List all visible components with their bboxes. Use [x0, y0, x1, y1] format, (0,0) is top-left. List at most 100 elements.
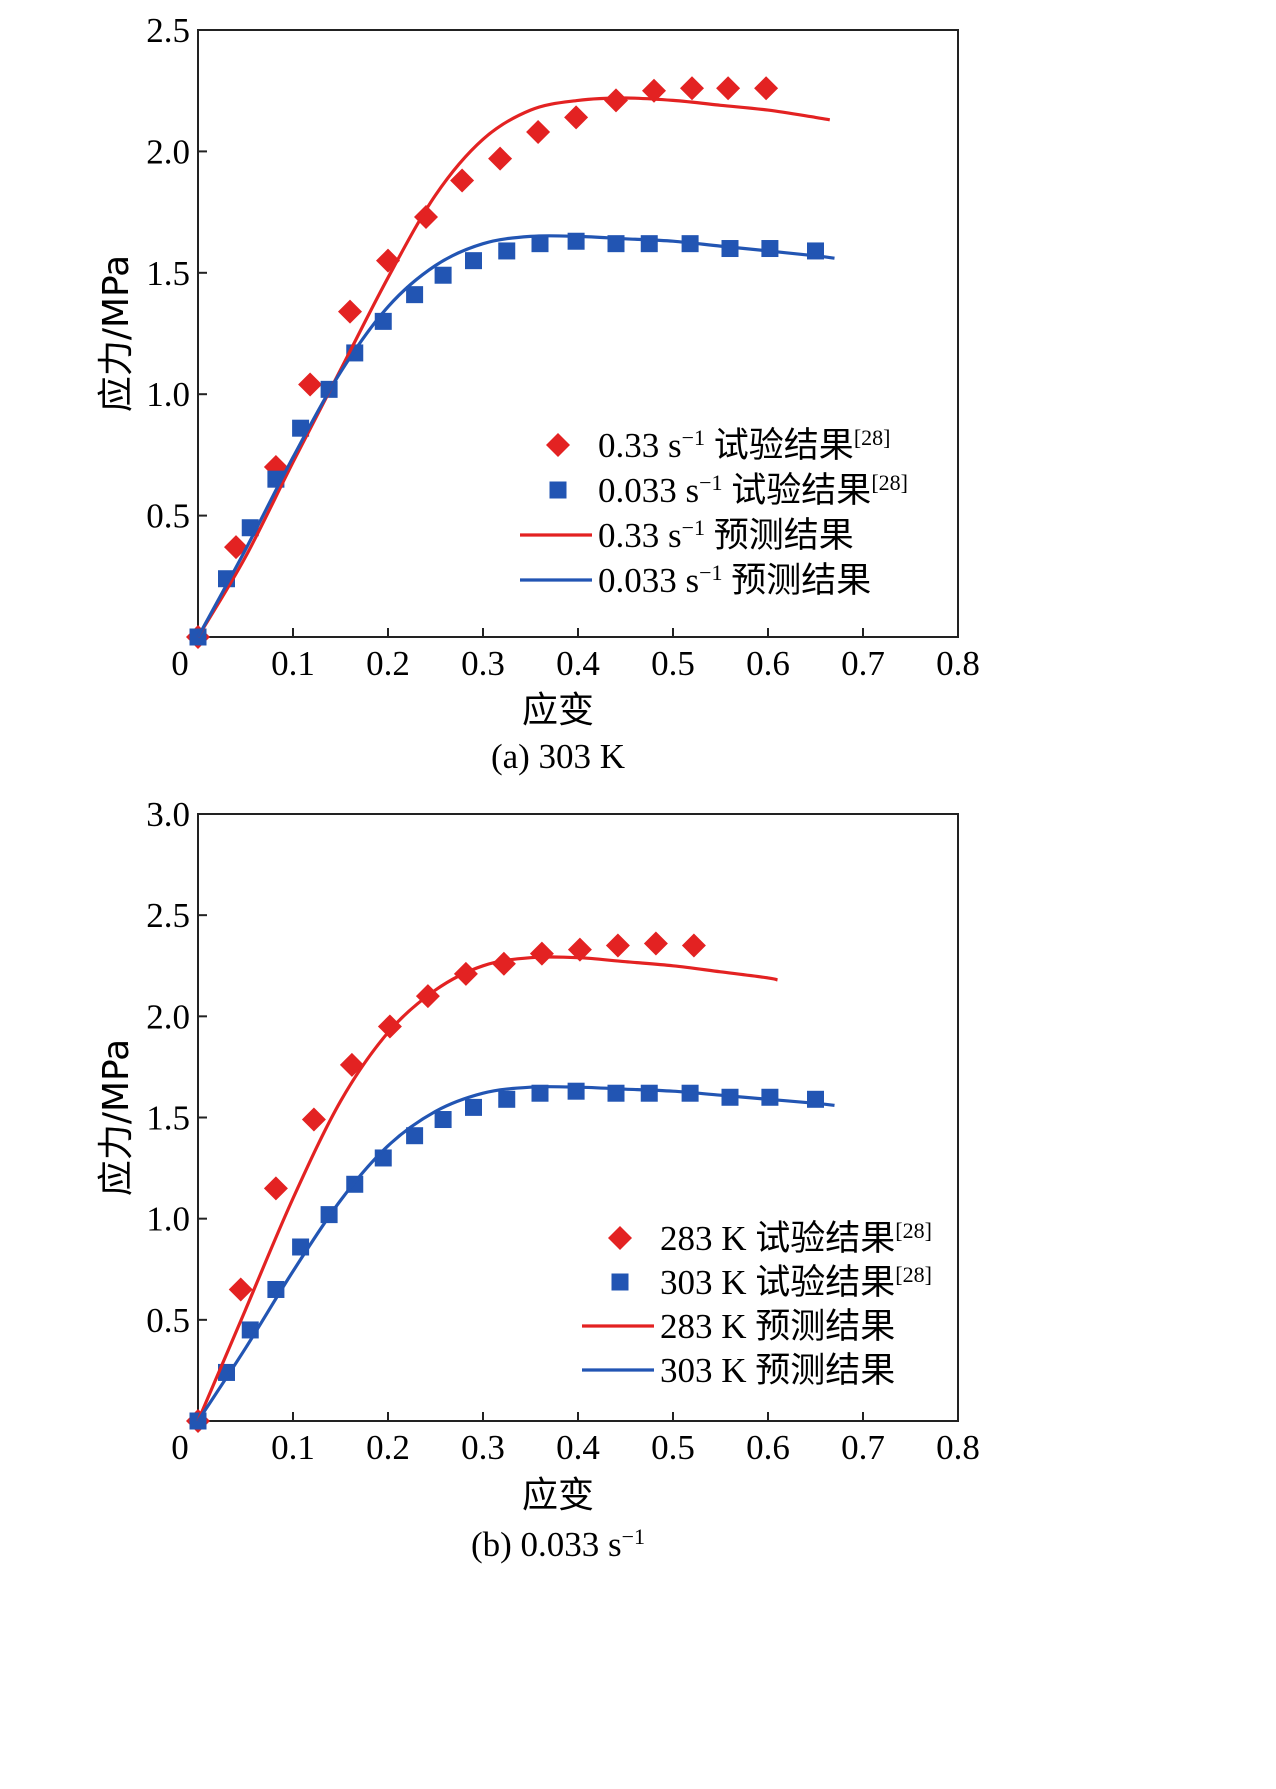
legend-entry-label: 0.033 s−1 试验结果[28] — [598, 470, 908, 510]
data-point-diamond — [564, 105, 589, 130]
legend-entry-label: 283 K 试验结果[28] — [660, 1218, 932, 1258]
data-point-diamond — [301, 1107, 326, 1132]
legend-entry-label: 0.33 s−1 试验结果[28] — [598, 425, 890, 465]
legend-square-swatch — [611, 1273, 629, 1291]
x-tick-label: 0.4 — [556, 1428, 600, 1467]
legend-square-swatch — [549, 481, 567, 499]
data-point-diamond — [529, 941, 554, 966]
x-tick-label: 0.6 — [746, 644, 790, 683]
legend-entry-label: 283 K 预测结果 — [660, 1307, 895, 1346]
x-tick-label: 0.4 — [556, 644, 600, 683]
x-tick-label: 0 — [171, 644, 189, 683]
y-axis-label: 应力/MPa — [96, 1039, 137, 1196]
data-point-diamond — [228, 1277, 253, 1302]
y-tick-label: 2.5 — [146, 11, 190, 50]
legend: 283 K 试验结果[28]303 K 试验结果[28] 283 K 预测结果 30… — [582, 1218, 932, 1390]
x-tick-label: 0.2 — [366, 644, 410, 683]
data-point-square — [640, 235, 658, 253]
series-line — [196, 1085, 835, 1422]
legend-entry-label: 0.33 s−1 预测结果 — [598, 515, 854, 555]
data-point-square — [406, 1127, 424, 1145]
x-tick-label: 0.8 — [936, 1428, 980, 1467]
data-point-square — [640, 1084, 658, 1102]
y-tick-label: 0.5 — [146, 497, 190, 536]
legend-diamond-swatch — [608, 1226, 632, 1250]
data-point-diamond — [680, 76, 704, 101]
legend: 0.33 s−1 试验结果[28] 0.033 s−1 试验结果[28] 0.33 … — [520, 425, 908, 600]
x-tick-label: 0.5 — [651, 1428, 695, 1467]
y-axis-label: 应力/MPa — [96, 255, 137, 412]
legend-entry-label: 303 K 预测结果 — [660, 1351, 895, 1390]
data-point-diamond — [263, 1176, 288, 1201]
data-point-square — [406, 286, 424, 304]
x-tick-label: 0.7 — [841, 1428, 885, 1467]
series-line — [196, 955, 778, 1422]
y-tick-label: 2.5 — [146, 896, 190, 935]
y-tick-label: 2.0 — [146, 132, 190, 171]
x-tick-label: 0.5 — [651, 644, 695, 683]
data-point-square — [465, 252, 482, 270]
data-point-diamond — [643, 931, 668, 956]
data-point-diamond — [488, 146, 513, 171]
y-tick-label: 0.5 — [146, 1301, 190, 1340]
data-point-diamond — [605, 933, 630, 958]
data-point-diamond — [567, 937, 592, 962]
data-point-diamond — [716, 76, 741, 101]
series-line — [196, 234, 835, 638]
legend-entry-label: 303 K 试验结果[28] — [660, 1262, 932, 1302]
legend-diamond-swatch — [546, 433, 570, 457]
y-tick-label: 1.5 — [146, 254, 190, 293]
x-tick-label: 0.2 — [366, 1428, 410, 1467]
data-point-square — [531, 235, 549, 253]
data-point-diamond — [604, 88, 628, 113]
data-point-square — [567, 1082, 585, 1100]
data-point-diamond — [526, 119, 551, 144]
data-point-diamond — [338, 299, 362, 324]
series-3 — [196, 1085, 835, 1422]
x-tick-label: 0.7 — [841, 644, 885, 683]
x-tick-label: 0 — [171, 1428, 189, 1467]
data-point-diamond — [224, 535, 248, 560]
data-point-square — [434, 1111, 452, 1129]
series-2 — [196, 955, 778, 1422]
x-tick-label: 0.1 — [271, 644, 315, 683]
series-line — [196, 96, 831, 638]
chart-b: 0 0.1 0.2 0.3 0.4 0.5 0.6 0.7 0.8 0.5 1.0 1.5 2.0 2.5… — [96, 795, 980, 1564]
x-tick-label: 0.1 — [271, 1428, 315, 1467]
data-point-diamond — [491, 951, 516, 976]
data-point-diamond — [642, 78, 666, 103]
data-point-diamond — [339, 1052, 364, 1077]
data-point-diamond — [754, 76, 779, 101]
x-tick-label: 0.3 — [461, 644, 505, 683]
x-tick-label: 0.3 — [461, 1428, 505, 1467]
figure-caption: (a) 303 K — [491, 737, 625, 776]
data-point-square — [498, 242, 516, 260]
data-point-square — [434, 266, 452, 284]
data-point-square — [761, 1088, 779, 1106]
y-tick-label: 2.0 — [146, 997, 190, 1036]
data-point-square — [498, 1090, 516, 1108]
data-point-diamond — [681, 933, 706, 958]
data-point-diamond — [298, 372, 323, 397]
x-tick-label: 0.8 — [936, 644, 980, 683]
y-tick-label: 1.0 — [146, 375, 190, 414]
data-point-diamond — [450, 168, 475, 193]
series-2 — [196, 96, 831, 638]
x-axis-label: 应变 — [522, 1475, 594, 1516]
data-point-square — [465, 1098, 482, 1116]
y-tick-label: 3.0 — [146, 795, 190, 834]
data-point-diamond — [377, 1014, 402, 1039]
data-point-square — [531, 1084, 549, 1102]
data-point-square — [761, 240, 779, 258]
legend-entry-label: 0.033 s−1 预测结果 — [598, 560, 871, 600]
series-3 — [196, 234, 835, 638]
figure-caption: (b) 0.033 s−1 — [471, 1524, 645, 1564]
x-axis-label: 应变 — [522, 690, 594, 731]
series-0 — [186, 76, 779, 649]
y-tick-label: 1.5 — [146, 1099, 190, 1138]
y-tick-label: 1.0 — [146, 1200, 190, 1239]
chart-a: 0 0.1 0.2 0.3 0.4 0.5 0.6 0.7 0.8 0.5 1.0 1.5 2.0 2.5… — [96, 11, 980, 776]
series-0 — [186, 931, 706, 1433]
x-tick-label: 0.6 — [746, 1428, 790, 1467]
